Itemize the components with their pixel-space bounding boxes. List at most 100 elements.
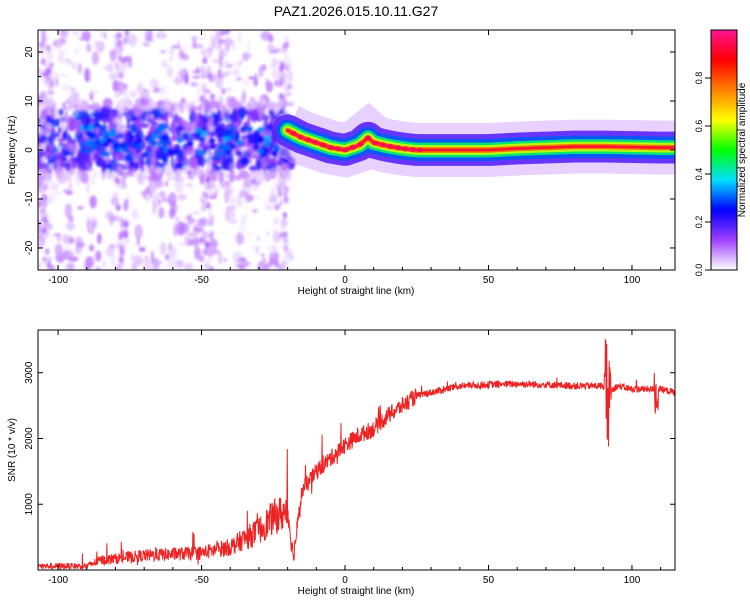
spectrogram-ridge — [271, 102, 675, 178]
spectrogram-cell — [116, 263, 122, 270]
spectrogram-cell — [254, 154, 260, 160]
spectrogram-cell — [262, 141, 270, 148]
spectrogram-cell — [175, 57, 186, 70]
spectrogram-cell — [242, 89, 246, 102]
spectrogram-cell — [164, 180, 169, 188]
spectrogram-ridge-peak — [394, 145, 401, 151]
spectrogram-ridge-peak — [409, 147, 416, 153]
spectrogram-cell — [72, 140, 78, 156]
spectrogram-cell — [184, 121, 192, 134]
spectrogram-cell — [106, 137, 114, 144]
spectrogram-cell — [116, 132, 124, 139]
spectrogram-cell — [64, 149, 71, 157]
spectrogram-cell — [95, 266, 100, 270]
spectrogram-cell — [46, 213, 52, 221]
spectrogram-cell — [145, 146, 152, 150]
spectrogram-cell — [54, 243, 63, 256]
colorbar-gradient — [710, 29, 738, 271]
spectrogram-cell — [250, 101, 258, 108]
y-tick-label: -10 — [24, 191, 35, 206]
spectrogram-cell — [38, 128, 44, 136]
spectrogram-cell — [223, 72, 229, 77]
y-tick-label: 20 — [24, 46, 35, 58]
spectrogram-cell — [111, 253, 116, 267]
spectrogram-ridge-peak — [364, 135, 372, 141]
spectrogram-cell — [244, 261, 251, 266]
spectrogram-cell — [236, 223, 247, 233]
spectrogram-cell — [217, 252, 223, 265]
spectrogram-cell — [278, 65, 284, 73]
snr-ticks: -100 -50 0 50 100 1000 2000 3000 — [24, 330, 675, 586]
spectrogram-cell — [229, 209, 236, 222]
spectrogram-cell — [174, 169, 182, 182]
y-tick-label: 1000 — [24, 493, 35, 516]
spectrogram-cell — [262, 64, 267, 72]
spectrogram-cell — [66, 262, 75, 270]
spectrogram-cell — [196, 81, 203, 95]
spectrogram-cell — [204, 171, 210, 178]
spectrogram-cell — [242, 134, 247, 141]
spectrogram-cell — [150, 140, 158, 147]
spectrogram-cell — [123, 36, 130, 44]
spectrogram-cell — [102, 259, 106, 270]
spectrogram-cell — [93, 171, 97, 178]
spectrogram-cell — [252, 144, 260, 151]
spectrogram-cell — [56, 153, 64, 160]
spectrogram-cell — [209, 93, 216, 101]
spectrogram-cell — [210, 182, 216, 190]
spectrogram-cell — [158, 206, 165, 219]
spectrogram-cell — [64, 48, 68, 53]
spectrogram-ridge-peak — [402, 146, 409, 152]
spectrogram-cell — [201, 83, 207, 91]
spectrogram-cell — [38, 262, 41, 270]
spectrogram-cell — [132, 149, 137, 164]
spectrogram-cell — [47, 256, 52, 263]
spectrogram-cell — [268, 109, 275, 116]
spectrogram-cell — [75, 47, 82, 53]
spectrogram-cell — [148, 178, 153, 183]
spectrogram-ridge-peak — [379, 142, 387, 148]
spectrogram-cell — [248, 165, 259, 171]
spectrogram-ridge-peak — [305, 137, 312, 143]
spectrogram-cell — [61, 30, 69, 38]
spectrogram-cell — [170, 134, 179, 142]
spectrogram-cell — [272, 265, 277, 270]
spectrogram-cell — [175, 162, 183, 169]
spectrogram-cell — [44, 248, 50, 255]
spectrogram-cell — [184, 235, 189, 247]
spectrogram-cell — [57, 49, 65, 64]
spectrogram-cell — [44, 168, 50, 175]
spectrogram-cell — [141, 162, 145, 174]
spectrogram-cell — [160, 85, 166, 97]
spectrogram-cell — [170, 258, 177, 270]
spectrogram-cell — [124, 30, 130, 36]
spectrogram-cell — [178, 100, 184, 110]
spectrogram-cell — [220, 159, 231, 171]
spectrogram-cell — [152, 144, 156, 152]
spectrogram-cell — [242, 51, 250, 62]
spectrogram-cell — [215, 38, 219, 52]
spectrogram-cell — [208, 206, 213, 218]
spectrogram-cell — [138, 246, 146, 253]
spectrogram-cell — [129, 90, 138, 98]
spectrogram-cell — [143, 259, 152, 270]
spectrogram-xlabel: Height of straight line (km) — [298, 286, 415, 297]
snr-xlabel: Height of straight line (km) — [298, 586, 415, 597]
spectrogram-cell — [152, 200, 156, 215]
spectrogram-cell — [218, 48, 225, 60]
spectrogram-cell — [77, 62, 83, 75]
spectrogram-cell — [166, 177, 177, 181]
spectrogram-cell — [106, 166, 109, 181]
spectrogram-cell — [243, 178, 252, 188]
spectrogram-cell — [257, 260, 267, 270]
spectrogram-cell — [244, 194, 254, 203]
spectrogram-cell — [176, 136, 184, 143]
x-tick-label: 50 — [483, 275, 495, 286]
spectrogram-cell — [192, 59, 197, 67]
spectrogram-cell — [175, 116, 184, 127]
spectrogram-cell — [246, 40, 251, 53]
spectrogram-cell — [223, 60, 230, 68]
spectrogram-cell — [208, 265, 214, 270]
spectrogram-cell — [39, 47, 45, 55]
spectrogram-cell — [283, 244, 289, 252]
